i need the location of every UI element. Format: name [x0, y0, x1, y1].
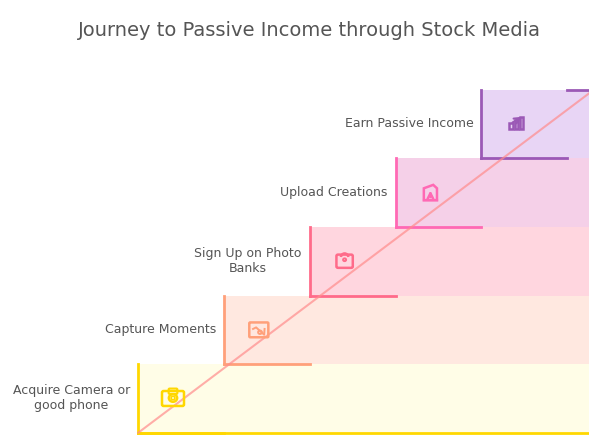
Text: Acquire Camera or
good phone: Acquire Camera or good phone — [13, 385, 130, 412]
Text: Sign Up on Photo
Banks: Sign Up on Photo Banks — [194, 247, 301, 275]
Text: Capture Moments: Capture Moments — [104, 323, 216, 337]
FancyBboxPatch shape — [395, 158, 590, 227]
Text: Upload Creations: Upload Creations — [280, 186, 388, 199]
Text: Earn Passive Income: Earn Passive Income — [345, 118, 473, 131]
FancyBboxPatch shape — [310, 227, 590, 296]
FancyBboxPatch shape — [224, 296, 590, 364]
FancyBboxPatch shape — [138, 364, 590, 433]
FancyBboxPatch shape — [481, 90, 590, 158]
Text: Journey to Passive Income through Stock Media: Journey to Passive Income through Stock … — [78, 21, 541, 40]
